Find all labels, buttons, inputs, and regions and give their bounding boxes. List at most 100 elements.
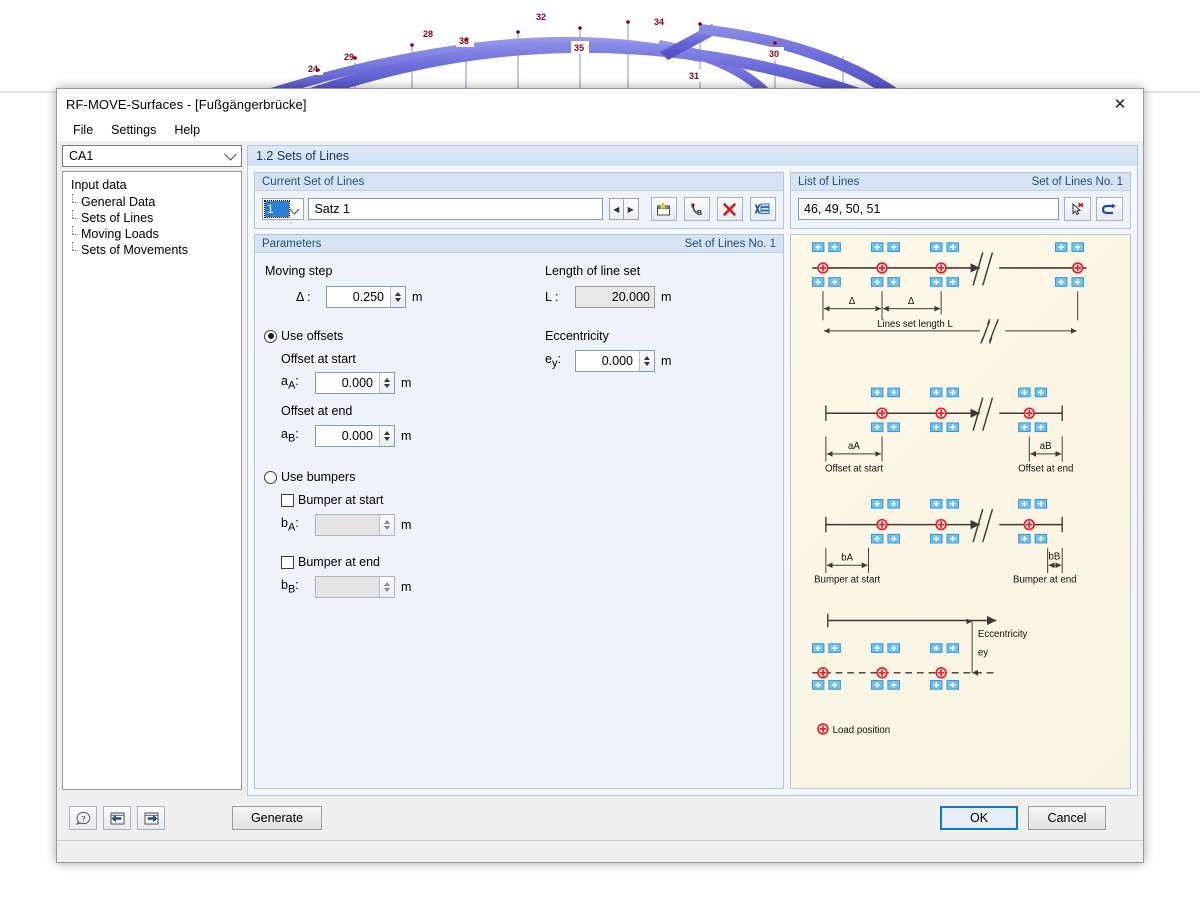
svg-text:35: 35 <box>574 43 584 53</box>
aA-unit: m <box>401 376 412 390</box>
bumper-at-start-checkbox[interactable]: Bumper at start <box>281 493 383 507</box>
bB-row: bB: m <box>281 576 411 598</box>
diagram-block-offsets: aA aB Offset at start Offset at end <box>825 387 1073 474</box>
aA-symbol: aA: <box>281 374 299 392</box>
bumper-at-end-checkbox[interactable]: Bumper at end <box>281 555 380 569</box>
dialog-body: CA1 Input data General Data Sets of Line… <box>57 141 1143 796</box>
aA-input[interactable]: 0.000 <box>315 372 395 394</box>
menu-bar: File Settings Help <box>57 119 1143 141</box>
svg-text:30: 30 <box>769 49 779 59</box>
length-readonly-field: 20.000 <box>575 286 655 308</box>
offset-end-row: aB: 0.000 m <box>281 425 411 447</box>
ey-input[interactable]: 0.000 <box>575 350 655 372</box>
moving-step-label: Moving step <box>265 264 333 278</box>
table-icon[interactable] <box>749 197 776 221</box>
offset-at-end-label: Offset at end <box>281 404 353 418</box>
sidebar-item-general-data[interactable]: General Data <box>67 194 237 210</box>
radio-off-icon <box>264 470 277 484</box>
set-name-value: Satz 1 <box>314 202 350 216</box>
aB-input[interactable]: 0.000 <box>315 425 395 447</box>
help-question-icon[interactable]: ? <box>69 806 97 830</box>
node-label-28: 28 <box>420 27 438 40</box>
offset-start-row: aA: 0.000 m <box>281 372 411 394</box>
aA-stepper[interactable] <box>379 373 394 393</box>
length-value: 20.000 <box>611 290 650 304</box>
offset-at-end-caption: Offset at end <box>1018 463 1073 474</box>
bottom-button-bar: ? Generate OK Cancel <box>57 796 1143 840</box>
delta-label-1: Δ <box>849 296 856 307</box>
bA-stepper <box>379 515 394 535</box>
bA-unit: m <box>401 518 412 532</box>
sidebar-item-moving-loads[interactable]: Moving Loads <box>67 226 237 242</box>
bB-input <box>315 576 395 598</box>
length-unit: m <box>661 290 672 304</box>
bA-row: bA: m <box>281 514 411 536</box>
delete-red-x-icon[interactable] <box>716 197 743 221</box>
delta-value: 0.250 <box>352 290 384 304</box>
aB-symbol: aB: <box>281 427 299 445</box>
sidebar-item-sets-of-lines[interactable]: Sets of Lines <box>67 210 237 226</box>
aA-diagram-label: aA <box>848 441 860 452</box>
sidebar-item-sets-of-movements[interactable]: Sets of Movements <box>67 242 237 258</box>
current-set-title: Current Set of Lines <box>262 175 365 188</box>
rf-move-surfaces-dialog: RF-MOVE-Surfaces - [Fußgängerbrücke] ✕ F… <box>56 88 1144 863</box>
delta-input[interactable]: 0.250 <box>326 286 406 308</box>
status-bar <box>57 840 1143 862</box>
menu-help[interactable]: Help <box>174 123 201 137</box>
right-pane: List of Lines Set of Lines No. 1 46, 49,… <box>790 172 1131 789</box>
bB-stepper <box>379 577 394 597</box>
forward-arrow-icon[interactable] <box>137 806 165 830</box>
load-case-combo[interactable]: CA1 <box>62 145 242 167</box>
set-number-combo[interactable]: 1 <box>262 198 305 220</box>
use-offsets-radio[interactable]: Use offsets <box>264 329 343 343</box>
diagram-canvas: Δ Δ Lines set length L <box>791 235 1130 788</box>
import-arrow-icon[interactable] <box>1096 197 1123 221</box>
arrow-left-icon[interactable]: ◀ <box>608 198 624 220</box>
use-bumpers-radio[interactable]: Use bumpers <box>264 470 355 484</box>
node-label-24: 24 <box>305 62 323 75</box>
ey-symbol: ey: <box>545 352 561 370</box>
current-set-header: Current Set of Lines <box>255 173 783 191</box>
bA-input <box>315 514 395 536</box>
new-set-icon[interactable] <box>650 197 677 221</box>
menu-file[interactable]: File <box>73 123 94 137</box>
pick-lines-cursor-icon[interactable] <box>1064 197 1091 221</box>
menu-settings[interactable]: Settings <box>111 123 157 137</box>
ok-button[interactable]: OK <box>940 806 1018 830</box>
bA-diagram-label: bA <box>841 552 853 563</box>
bumper-start-label: Bumper at start <box>298 493 384 507</box>
delta-stepper[interactable] <box>390 287 405 307</box>
ey-stepper[interactable] <box>639 351 654 371</box>
close-icon[interactable]: ✕ <box>1113 96 1127 113</box>
node-label-30: 30 <box>766 47 784 60</box>
list-of-lines-set-no: Set of Lines No. 1 <box>1031 175 1123 188</box>
cancel-button[interactable]: Cancel <box>1028 806 1106 830</box>
tree-root-input-data: Input data <box>71 178 127 192</box>
diagram-block-eccentricity: Eccentricity ey <box>811 613 1028 736</box>
diagram-legend-label: Load position <box>833 725 891 736</box>
list-of-lines-value: 46, 49, 50, 51 <box>804 202 881 216</box>
svg-text:24: 24 <box>308 64 318 74</box>
svg-text:29: 29 <box>344 52 354 62</box>
arrow-right-icon[interactable]: ▶ <box>623 198 639 220</box>
list-of-lines-body: 46, 49, 50, 51 <box>791 191 1130 228</box>
back-arrow-icon[interactable] <box>103 806 131 830</box>
parameters-title: Parameters <box>262 237 322 250</box>
generate-button[interactable]: Generate <box>232 806 322 830</box>
title-bar: RF-MOVE-Surfaces - [Fußgängerbrücke] ✕ <box>57 89 1143 119</box>
window-title: RF-MOVE-Surfaces - [Fußgängerbrücke] <box>66 96 307 112</box>
chevron-down-icon <box>224 147 237 161</box>
aA-value: 0.000 <box>341 376 373 390</box>
aB-stepper[interactable] <box>379 426 394 446</box>
svg-text:34: 34 <box>654 17 664 27</box>
chevron-down-icon <box>290 204 300 215</box>
renumber-icon[interactable]: B A <box>683 197 710 221</box>
diagram-block-moving-step: Δ Δ Lines set length L <box>811 242 1087 344</box>
aB-value: 0.000 <box>341 429 373 443</box>
tab-sets-of-lines[interactable]: 1.2 Sets of Lines <box>247 145 1138 166</box>
parameters-group: Parameters Set of Lines No. 1 Moving ste… <box>254 234 784 789</box>
moving-step-row: Δ : 0.250 m <box>296 286 422 308</box>
set-name-input[interactable]: Satz 1 <box>308 198 603 220</box>
list-of-lines-input[interactable]: 46, 49, 50, 51 <box>798 198 1059 220</box>
node-label-34: 34 <box>651 15 669 28</box>
